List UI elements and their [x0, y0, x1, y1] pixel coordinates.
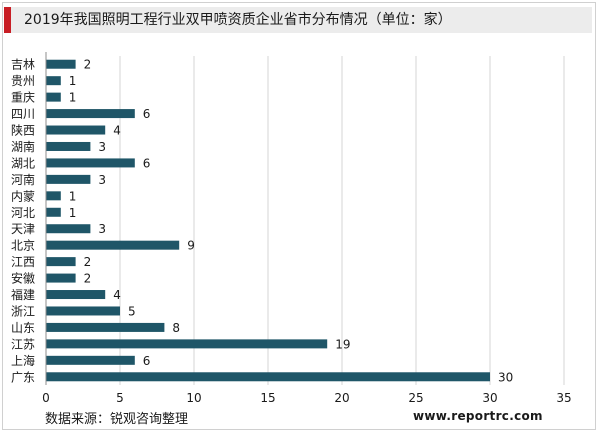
bar-11: [46, 240, 180, 250]
category-label-12: 江西: [11, 255, 35, 269]
value-label-8: 1: [69, 189, 77, 203]
x-tick-label-2: 10: [186, 391, 201, 405]
category-label-6: 湖北: [11, 155, 35, 170]
x-tick-label-3: 15: [260, 391, 275, 405]
value-label-19: 30: [498, 370, 513, 384]
category-label-16: 山东: [11, 321, 35, 335]
bar-0: [46, 59, 76, 69]
category-label-4: 陕西: [11, 123, 35, 138]
value-label-11: 9: [187, 239, 195, 253]
x-tick-label-5: 25: [408, 391, 423, 405]
value-label-14: 4: [113, 288, 121, 302]
category-label-11: 北京: [11, 239, 35, 253]
bar-14: [46, 290, 106, 300]
category-label-9: 河北: [11, 206, 35, 220]
category-label-8: 内蒙: [11, 189, 35, 203]
bar-6: [46, 158, 135, 168]
category-label-17: 江苏: [11, 337, 35, 351]
category-label-10: 天津: [11, 222, 35, 236]
bar-2: [46, 92, 61, 102]
x-tick-label-1: 5: [116, 391, 124, 405]
bar-4: [46, 125, 106, 135]
value-label-7: 3: [98, 173, 106, 187]
bar-12: [46, 257, 76, 267]
value-label-17: 19: [335, 337, 350, 351]
bar-10: [46, 224, 91, 234]
value-label-9: 1: [69, 206, 77, 220]
value-label-5: 3: [98, 140, 106, 154]
value-label-12: 2: [84, 255, 92, 269]
value-label-0: 2: [84, 58, 92, 72]
category-label-14: 福建: [11, 287, 35, 302]
bar-13: [46, 273, 76, 283]
bar-9: [46, 207, 61, 217]
category-label-1: 贵州: [11, 74, 35, 88]
bar-17: [46, 339, 328, 349]
value-label-16: 8: [172, 321, 180, 335]
value-label-15: 5: [128, 304, 136, 318]
bar-8: [46, 191, 61, 201]
bar-7: [46, 174, 91, 184]
bar-3: [46, 109, 135, 119]
category-label-0: 吉林: [11, 58, 35, 72]
category-label-15: 浙江: [11, 304, 35, 318]
value-label-4: 4: [113, 124, 121, 138]
bar-18: [46, 355, 135, 365]
category-label-13: 安徽: [11, 271, 35, 286]
x-tick-label-0: 0: [42, 391, 50, 405]
chart-title: 2019年我国照明工程行业双甲喷资质企业省市分布情况（单位：家）: [24, 12, 452, 28]
title-bar: [4, 7, 592, 33]
bar-16: [46, 322, 165, 332]
bar-1: [46, 76, 61, 86]
x-tick-label-4: 20: [334, 391, 349, 405]
bar-19: [46, 372, 490, 382]
value-label-18: 6: [143, 354, 151, 368]
category-label-2: 重庆: [11, 91, 35, 105]
bar-15: [46, 306, 120, 316]
x-tick-label-7: 35: [556, 391, 571, 405]
value-label-6: 6: [143, 156, 151, 170]
category-label-5: 湖南: [11, 139, 35, 154]
value-label-10: 3: [98, 222, 106, 236]
value-label-3: 6: [143, 107, 151, 121]
value-label-2: 1: [69, 91, 77, 105]
bar-5: [46, 141, 91, 151]
title-accent: [4, 7, 11, 33]
x-tick-label-6: 30: [482, 391, 497, 405]
category-label-3: 四川: [11, 107, 35, 121]
category-label-19: 广东: [11, 370, 35, 384]
website-label: www.reportrc.com: [413, 409, 543, 423]
category-label-7: 河南: [11, 172, 35, 187]
category-label-18: 上海: [11, 353, 35, 368]
source-note: 数据来源：锐观咨询整理: [45, 412, 189, 427]
value-label-13: 2: [84, 272, 92, 286]
value-label-1: 1: [69, 74, 77, 88]
